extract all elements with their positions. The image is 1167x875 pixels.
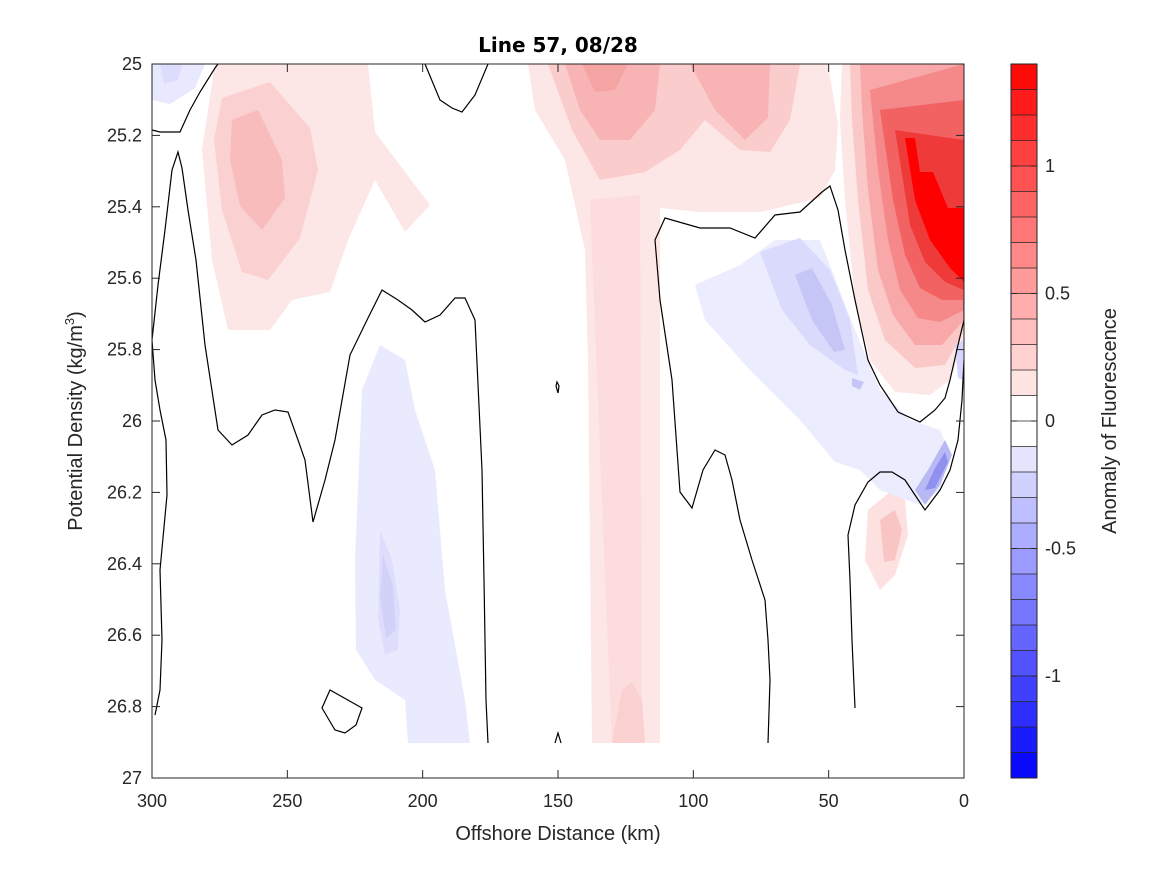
colorbar-tick-label: 1 [1045, 156, 1055, 176]
zero-contour-left-boundary [152, 64, 219, 133]
anomaly-region-negative-right-outer [695, 240, 950, 505]
anomaly-region-negative-right-speck [852, 378, 864, 390]
colorbar-label: Anomaly of Fluorescence [1099, 308, 1121, 534]
zero-contour-left-column [152, 149, 489, 744]
colorbar [1010, 63, 1038, 779]
colorbar-swatch [1011, 472, 1037, 498]
anomaly-region-negative-midleft-core [380, 555, 396, 638]
anomaly-region-positive-coastal-bottom-core [880, 510, 902, 562]
x-axis-label: Offshore Distance (km) [455, 823, 660, 845]
colorbar-tick-label: 0.5 [1045, 284, 1070, 304]
y-axis-label: Potential Density (kg/m3) [62, 311, 87, 531]
y-tick-label: 27 [122, 768, 142, 788]
y-tick-label: 25 [122, 54, 142, 74]
colorbar-swatch [1011, 140, 1037, 167]
colorbar-swatch [1011, 268, 1037, 294]
colorbar-swatch [1011, 319, 1037, 345]
y-axis-label-superscript: 3 [62, 318, 77, 325]
x-tick-label: 250 [272, 791, 302, 811]
zero-contour-right-column [654, 185, 964, 744]
colorbar-swatch [1011, 395, 1037, 422]
colorbar-swatch [1011, 166, 1037, 192]
colorbar-tick-label: 0 [1045, 411, 1055, 431]
zero-contour-center-speck [555, 380, 560, 394]
y-tick-label: 26 [122, 411, 142, 431]
x-tick-label: 0 [959, 791, 969, 811]
colorbar-swatch [1011, 701, 1037, 728]
colorbar-swatch [1011, 523, 1037, 549]
zero-contour-bottom-right [847, 359, 964, 709]
anomaly-region-positive-center-inner-right [690, 64, 770, 140]
colorbar-swatch [1011, 344, 1037, 371]
colorbar-swatch [1011, 115, 1037, 141]
y-tick-label: 25.2 [107, 125, 142, 145]
colorbar-swatch [1011, 446, 1037, 473]
anomaly-region-positive-coastal-6 [905, 138, 964, 282]
colorbar-swatch [1011, 625, 1037, 651]
x-tick-label: 200 [408, 791, 438, 811]
zero-contour-bottom-left-loop [321, 689, 363, 734]
x-tick-label: 300 [137, 791, 167, 811]
y-tick-label: 26.2 [107, 482, 142, 502]
colorbar-ticks: 1 0.5 0 -0.5 -1 [1011, 156, 1076, 686]
anomaly-region-positive-left-core [230, 110, 285, 230]
y-tick-label: 25.6 [107, 268, 142, 288]
zero-contour-top-small [424, 64, 489, 113]
colorbar-swatch [1011, 191, 1037, 218]
colorbar-swatch [1011, 293, 1037, 320]
colorbar-swatch [1011, 497, 1037, 524]
colorbar-swatch [1011, 370, 1037, 396]
anomaly-region-negative-right-core [795, 268, 845, 352]
anomaly-region-positive-center-band [590, 195, 642, 743]
colorbar-tick-label: -0.5 [1045, 539, 1076, 559]
colorbar-swatch [1011, 752, 1037, 779]
y-tick-label: 26.4 [107, 554, 142, 574]
zero-contours [152, 64, 964, 744]
colorbar-swatch [1011, 242, 1037, 269]
colorbar-swatch [1011, 574, 1037, 600]
colorbar-swatch [1011, 89, 1037, 116]
y-axis: 25 25.2 25.4 25.6 25.8 26 26.2 26.4 26.6 26.8 27 [107, 54, 964, 788]
y-tick-label: 26.8 [107, 697, 142, 717]
colorbar-swatch [1011, 64, 1037, 90]
y-tick-label: 25.8 [107, 340, 142, 360]
x-tick-label: 100 [678, 791, 708, 811]
y-tick-label: 25.4 [107, 197, 142, 217]
colorbar-tick-label: -1 [1045, 666, 1061, 686]
y-axis-label-end: ) [65, 311, 87, 318]
colorbar-swatch [1011, 676, 1037, 702]
anomaly-region-positive-center-bottom [612, 682, 645, 743]
y-axis-label-main: Potential Density (kg/m [65, 325, 87, 531]
anomaly-region-positive-center-core [582, 64, 628, 92]
colorbar-swatch [1011, 599, 1037, 626]
anomaly-fills [152, 64, 964, 743]
x-tick-label: 50 [819, 791, 839, 811]
x-tick-label: 150 [543, 791, 573, 811]
colorbar-swatch [1011, 727, 1037, 753]
colorbar-swatch [1011, 421, 1037, 447]
colorbar-swatch [1011, 217, 1037, 243]
chart-title: Line 57, 08/28 [478, 33, 638, 57]
colorbar-swatch [1011, 650, 1037, 677]
anomaly-region-positive-center-inner [565, 64, 660, 140]
anomaly-region-negative-coastal-bottom-core [925, 452, 948, 490]
colorbar-swatch [1011, 548, 1037, 575]
anomaly-region-negative-topleft-core [160, 64, 182, 84]
y-tick-label: 26.6 [107, 625, 142, 645]
zero-contour-bottom-speck [554, 730, 562, 744]
x-axis: 300 250 200 150 100 50 0 [137, 64, 969, 811]
